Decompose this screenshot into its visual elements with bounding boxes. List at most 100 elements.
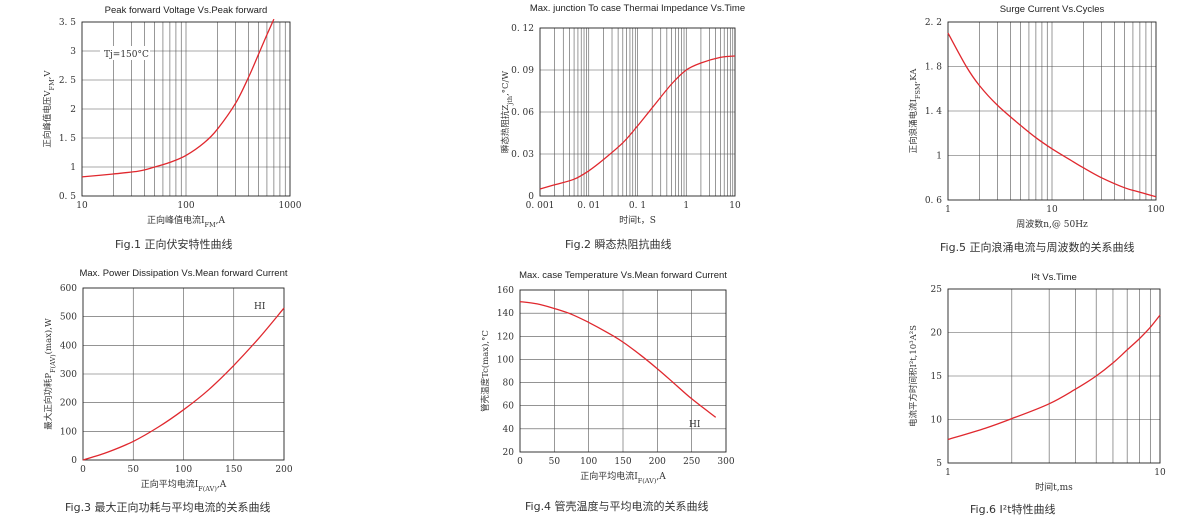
y-tick-label: 3. 5 — [59, 18, 76, 28]
data-curve — [82, 307, 285, 461]
x-tick-label: 100 — [177, 201, 194, 211]
chart-title: Max. Power Dissipation Vs.Mean forward C… — [79, 268, 287, 279]
x-axis-label: 正向平均电流IF(AV),A — [141, 478, 227, 493]
y-axis-label: 最大正向功耗PF(AV)(max),W — [43, 318, 57, 430]
y-tick-label: 1. 4 — [925, 107, 942, 117]
y-tick-label: 5 — [936, 459, 942, 469]
plot-frame — [539, 27, 736, 197]
y-tick-label: 60 — [503, 402, 515, 412]
chart-title: Max. case Temperature Vs.Mean forward Cu… — [519, 270, 727, 281]
data-curve — [81, 18, 275, 178]
x-tick-label: 1 — [945, 468, 951, 478]
x-axis-label: 时间t,ms — [1035, 481, 1073, 493]
y-tick-label: 15 — [931, 372, 943, 382]
x-tick-label: 100 — [1147, 205, 1164, 215]
y-tick-label: 1 — [70, 163, 76, 173]
y-tick-label: 1. 5 — [59, 134, 76, 144]
y-tick-label: 400 — [60, 341, 77, 351]
y-tick-label: 0 — [528, 192, 534, 202]
figure-caption: Fig.3 最大正向功耗与平均电流的关系曲线 — [65, 500, 271, 514]
x-tick-label: 10 — [76, 201, 88, 211]
x-tick-label: 10 — [1046, 205, 1058, 215]
chart-title: Max. junction To case Thermai Impedance … — [530, 3, 745, 14]
y-tick-label: 160 — [497, 286, 514, 296]
y-tick-label: 80 — [503, 379, 515, 389]
y-tick-label: 3 — [70, 47, 76, 57]
y-tick-label: 1. 8 — [925, 63, 942, 73]
x-axis-label: 正向峰值电流IFM,A — [147, 214, 226, 229]
y-tick-label: 0. 09 — [511, 66, 534, 76]
y-tick-label: 25 — [931, 285, 943, 295]
y-tick-label: 300 — [60, 370, 77, 380]
y-tick-label: 200 — [60, 399, 77, 409]
x-tick-label: 200 — [275, 465, 292, 475]
chart-6: 1 10 5 10 15 20 25 I²t Vs.Time 时间t,ms 电流平方时间积I²t,… — [908, 272, 1166, 516]
y-axis-label: 正向峰值电压VFM,V — [42, 70, 56, 148]
y-axis-label: 电流平方时间积I²t,10³A²S — [908, 325, 919, 427]
chart-title: Peak forward Voltage Vs.Peak forward — [105, 5, 268, 16]
x-tick-label: 0 — [80, 465, 86, 475]
y-tick-label: 0. 5 — [59, 192, 76, 202]
x-tick-label: 50 — [549, 457, 561, 467]
y-tick-label: 2. 5 — [59, 76, 76, 86]
y-tick-label: 100 — [497, 355, 514, 365]
plot-frame — [947, 288, 1161, 464]
data-curve — [539, 55, 736, 190]
y-axis-label: 正向浪涌电流IFSM,KA — [908, 68, 922, 154]
chart-5: 0 50 100 150 200 250 300 20 40 60 80 100 120 140 160 Ma… — [480, 270, 735, 513]
x-tick-label: 200 — [649, 457, 666, 467]
annotation-hi: HI — [689, 420, 701, 430]
plot-frame — [82, 287, 285, 461]
y-axis-label: 瞬态热阻抗Zjth,°C/W — [500, 71, 514, 154]
chart-title: Surge Current Vs.Cycles — [1000, 4, 1105, 15]
x-axis-label: 周波数n,@ 50Hz — [1016, 218, 1088, 230]
x-tick-label: 100 — [175, 465, 192, 475]
annotation-box — [100, 46, 150, 60]
y-tick-label: 10 — [931, 416, 943, 426]
data-curve — [947, 32, 1157, 198]
y-tick-label: 40 — [503, 425, 515, 435]
x-tick-label: 0. 001 — [526, 201, 555, 211]
figure-caption: Fig.1 正向伏安特性曲线 — [115, 237, 233, 251]
y-tick-label: 0. 06 — [511, 108, 534, 118]
x-tick-label: 50 — [128, 465, 140, 475]
y-tick-label: 140 — [497, 309, 514, 319]
annotation-hi: HI — [254, 302, 266, 312]
plot-frame — [519, 289, 727, 453]
y-tick-label: 0. 03 — [511, 150, 534, 160]
x-tick-label: 10 — [729, 201, 741, 211]
data-curve — [947, 314, 1161, 441]
chart-2: 0. 001 0. 01 0. 1 1 10 0 0. 03 0. 06 0. 09 0. 12 M… — [500, 3, 745, 251]
y-axis-label: 管壳温度Tc(max),°C — [480, 330, 491, 412]
x-tick-label: 1 — [683, 201, 689, 211]
figure-caption: Fig.2 瞬态热阻抗曲线 — [565, 237, 672, 251]
x-tick-label: 100 — [580, 457, 597, 467]
x-tick-label: 0. 01 — [577, 201, 600, 211]
figure-caption: Fig.4 管壳温度与平均电流的关系曲线 — [525, 499, 709, 513]
figure-caption: Fig.6 I²t特性曲线 — [970, 502, 1056, 516]
x-axis-label: 正向平均电流IF(AV),A — [580, 470, 666, 485]
y-tick-label: 20 — [931, 329, 943, 339]
y-tick-label: 0. 12 — [511, 24, 534, 34]
y-tick-label: 1 — [936, 152, 942, 162]
x-tick-label: 1 — [945, 205, 951, 215]
y-tick-label: 20 — [503, 448, 515, 458]
chart-1: 10 100 1000 0. 5 1 1. 5 2 2. 5 3 3. 5 Peak forward… — [42, 5, 302, 251]
annotations: Tj=150°C HI HI — [100, 46, 701, 430]
y-tick-label: 2. 2 — [925, 18, 942, 28]
x-tick-label: 0 — [517, 457, 523, 467]
y-tick-label: 600 — [60, 284, 77, 294]
x-tick-label: 1000 — [279, 201, 302, 211]
x-tick-label: 300 — [717, 457, 734, 467]
y-tick-label: 0 — [71, 456, 77, 466]
y-tick-label: 500 — [60, 313, 77, 323]
x-tick-label: 150 — [614, 457, 631, 467]
x-tick-label: 10 — [1154, 468, 1166, 478]
y-tick-label: 0. 6 — [925, 196, 942, 206]
plot-frame — [947, 21, 1157, 201]
x-tick-label: 250 — [683, 457, 700, 467]
annotation-tj: Tj=150°C — [104, 50, 149, 60]
